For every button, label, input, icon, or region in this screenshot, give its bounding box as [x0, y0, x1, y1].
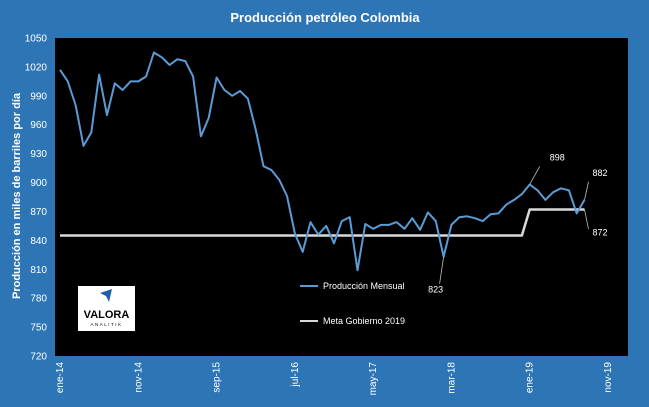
- legend-label-goal: Meta Gobierno 2019: [323, 316, 405, 326]
- y-tick-label: 840: [30, 236, 47, 247]
- x-tick-label: ene-14: [55, 362, 66, 394]
- y-tick-label: 900: [30, 178, 47, 189]
- y-tick-label: 780: [30, 294, 47, 305]
- legend-label-production: Producción Mensual: [323, 281, 405, 291]
- x-tick-label: jul-16: [290, 362, 301, 388]
- logo: VALORA ANALITIK: [78, 286, 135, 331]
- annotation-leader: [529, 166, 541, 185]
- y-tick-label: 1020: [25, 62, 48, 73]
- y-tick-label: 990: [30, 91, 47, 102]
- x-tick-label: ene-19: [525, 362, 536, 394]
- legend: Producción Mensual Meta Gobierno 2019: [300, 281, 405, 326]
- chart-title: Producción petróleo Colombia: [230, 10, 420, 25]
- y-tick-label: 870: [30, 207, 47, 218]
- y-tick-label: 960: [30, 120, 47, 131]
- logo-text: VALORA: [84, 309, 130, 321]
- x-ticks: ene-14 nov-14 sep-15 jul-16 may-17 mar-18 ene-…: [55, 362, 614, 396]
- x-tick-label: nov-14: [133, 362, 144, 393]
- annotation-label: 823: [428, 285, 443, 295]
- y-tick-label: 750: [30, 323, 47, 334]
- x-tick-label: nov-19: [603, 362, 614, 393]
- logo-mark-icon: [100, 289, 112, 302]
- y-axis-label: Producción en miles de barriles por día: [11, 92, 23, 299]
- annotation-label: 872: [593, 228, 608, 238]
- logo-subtext: ANALITIK: [90, 322, 122, 327]
- annotation-label: 882: [593, 168, 608, 178]
- annotation-leader: [439, 256, 444, 284]
- x-tick-label: mar-18: [446, 362, 457, 394]
- y-tick-label: 810: [30, 265, 47, 276]
- y-tick-label: 1050: [25, 34, 48, 45]
- series-production-line: [59, 51, 586, 272]
- series-goal-line: [60, 208, 585, 237]
- y-tick-label: 720: [30, 352, 47, 363]
- y-tick-label: 930: [30, 149, 47, 160]
- annotation-leader: [584, 209, 589, 230]
- annotation-label: 898: [550, 152, 565, 162]
- plot-area: [55, 38, 628, 356]
- y-ticks: 720 750 780 810 840 870 900 930 960 990 1020 1050: [25, 34, 48, 363]
- annotation-leader: [584, 181, 589, 200]
- annotations: 898 823 882 872: [428, 152, 607, 294]
- x-tick-label: may-17: [368, 362, 379, 396]
- x-tick-label: sep-15: [212, 362, 223, 393]
- series-layer: [59, 51, 586, 272]
